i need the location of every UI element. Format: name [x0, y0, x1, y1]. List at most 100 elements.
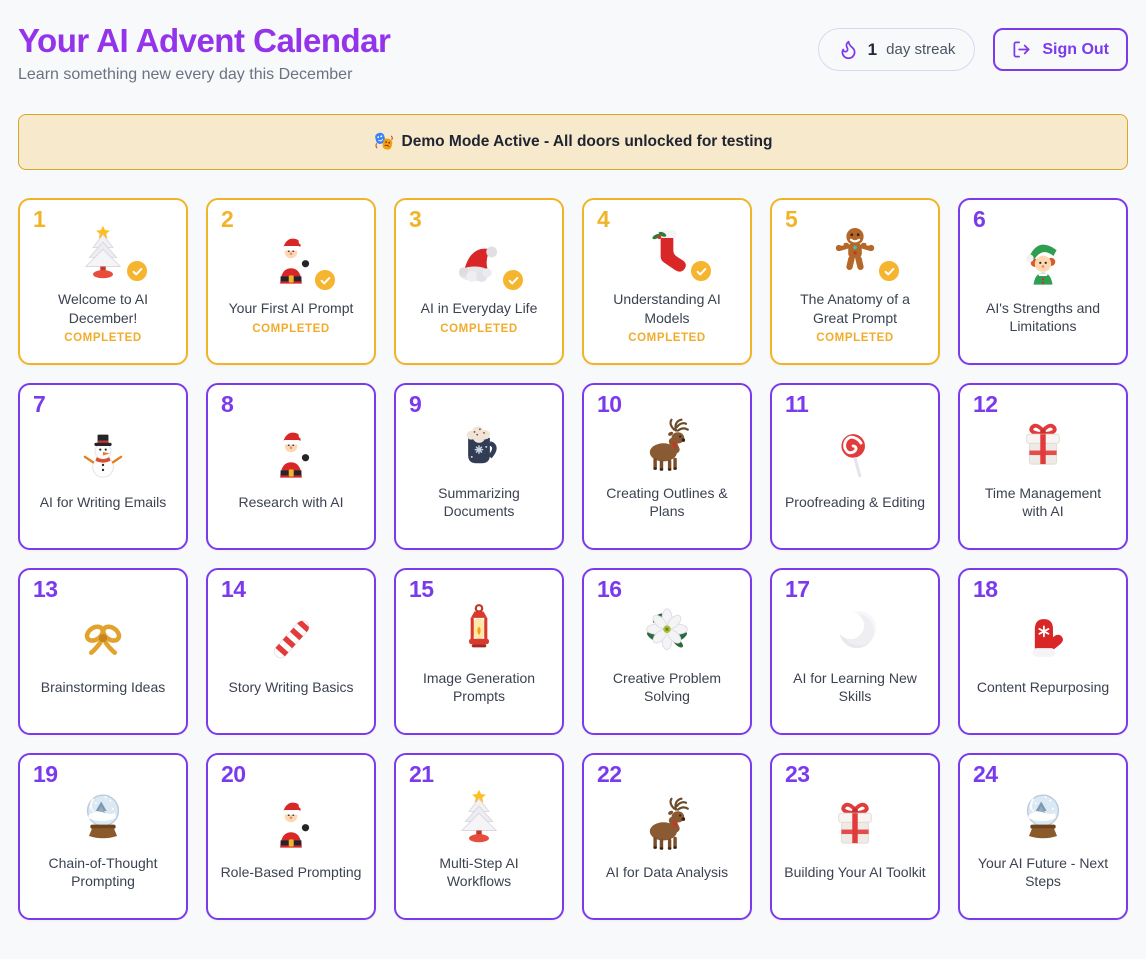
snowman-icon	[74, 426, 132, 484]
door-number: 6	[973, 206, 986, 232]
door-card-5[interactable]: 5 The Anatomy of a Great Prompt COMPLETE…	[770, 198, 940, 365]
streak-count: 1	[867, 39, 878, 59]
door-card-11[interactable]: 11 Proofreading & Editing	[770, 383, 940, 550]
door-title: Content Repurposing	[976, 678, 1110, 695]
door-title: Creating Outlines & Plans	[606, 484, 728, 519]
door-icon-wrap	[638, 417, 696, 475]
cocoa-mug-icon	[450, 417, 508, 475]
streak-label: day streak	[886, 41, 956, 58]
door-title: AI for Writing Emails	[39, 493, 167, 510]
door-card-17[interactable]: 17 AI for Learning New Skills	[770, 568, 940, 735]
door-number: 16	[597, 576, 622, 602]
door-card-12[interactable]: 12 Time Management with AI	[958, 383, 1128, 550]
door-number: 13	[33, 576, 58, 602]
door-icon-wrap	[450, 232, 526, 294]
door-card-20[interactable]: 20 Role-Based Prompting	[206, 753, 376, 920]
door-icon-wrap	[638, 602, 696, 660]
door-status: COMPLETED	[816, 331, 894, 344]
door-number: 5	[785, 206, 798, 232]
door-card-9[interactable]: 9 Summarizing Documents	[394, 383, 564, 550]
door-title: Chain-of-Thought Prompting	[48, 854, 158, 889]
door-card-16[interactable]: 16 Creative Problem Solving	[582, 568, 752, 735]
check-icon	[500, 267, 526, 294]
streak-badge[interactable]: 1 day streak	[817, 28, 976, 71]
door-title: Proofreading & Editing	[784, 493, 926, 510]
advent-grid: 1 Welcome to AI December! COMPLETED 2 Yo…	[18, 198, 1128, 920]
door-number: 19	[33, 761, 58, 787]
gingerbread-icon	[826, 223, 884, 281]
door-card-3[interactable]: 3 AI in Everyday Life COMPLETED	[394, 198, 564, 365]
door-title: Time Management with AI	[984, 484, 1102, 519]
door-card-4[interactable]: 4 Understanding AI Models COMPLETED	[582, 198, 752, 365]
elf-icon	[1014, 232, 1072, 290]
door-title: AI in Everyday Life	[420, 300, 538, 317]
door-number: 23	[785, 761, 810, 787]
door-card-18[interactable]: 18 Content Repurposing	[958, 568, 1128, 735]
door-number: 4	[597, 206, 610, 232]
door-icon-wrap	[74, 611, 132, 669]
lantern-icon	[450, 602, 508, 660]
door-card-7[interactable]: 7 AI for Writing Emails	[18, 383, 188, 550]
door-icon-wrap	[1014, 787, 1072, 845]
door-icon-wrap	[826, 602, 884, 660]
door-number: 8	[221, 391, 234, 417]
door-status: COMPLETED	[64, 331, 142, 344]
door-card-8[interactable]: 8 Research with AI	[206, 383, 376, 550]
door-number: 20	[221, 761, 246, 787]
door-number: 24	[973, 761, 998, 787]
door-number: 17	[785, 576, 810, 602]
door-icon-wrap	[826, 426, 884, 484]
check-icon	[312, 267, 338, 294]
door-card-24[interactable]: 24 Your AI Future - Next Steps	[958, 753, 1128, 920]
snow-globe-icon	[74, 787, 132, 845]
door-status: COMPLETED	[252, 322, 330, 335]
demo-mode-banner: Demo Mode Active - All doors unlocked fo…	[18, 114, 1128, 170]
door-icon-wrap	[74, 223, 150, 285]
santa-hat-icon	[450, 232, 508, 290]
stocking-icon	[638, 223, 696, 281]
door-status: COMPLETED	[440, 322, 518, 335]
door-card-6[interactable]: 6 AI's Strengths and Limitations	[958, 198, 1128, 365]
door-title: Understanding AI Models	[613, 291, 721, 326]
door-card-13[interactable]: 13 Brainstorming Ideas	[18, 568, 188, 735]
door-title: The Anatomy of a Great Prompt	[800, 291, 910, 326]
door-card-14[interactable]: 14 Story Writing Basics	[206, 568, 376, 735]
door-title: Brainstorming Ideas	[40, 678, 166, 695]
door-number: 2	[221, 206, 234, 232]
door-title: Multi-Step AI Workflows	[439, 854, 519, 889]
door-icon-wrap	[826, 796, 884, 854]
door-number: 12	[973, 391, 998, 417]
door-title: AI for Data Analysis	[605, 863, 729, 880]
door-number: 22	[597, 761, 622, 787]
door-card-19[interactable]: 19 Chain-of-Thought Prompting	[18, 753, 188, 920]
door-title: Your First AI Prompt	[228, 300, 354, 317]
check-icon	[688, 258, 714, 285]
reindeer-icon	[638, 417, 696, 475]
door-card-1[interactable]: 1 Welcome to AI December! COMPLETED	[18, 198, 188, 365]
check-icon	[876, 258, 902, 285]
door-status: COMPLETED	[628, 331, 706, 344]
door-number: 21	[409, 761, 434, 787]
door-number: 9	[409, 391, 422, 417]
gift-icon	[1014, 417, 1072, 475]
check-icon	[124, 258, 150, 285]
christmas-tree-icon	[74, 223, 132, 281]
door-card-2[interactable]: 2 Your First AI Prompt COMPLETED	[206, 198, 376, 365]
door-icon-wrap	[262, 611, 320, 669]
sign-out-button[interactable]: Sign Out	[993, 28, 1128, 71]
door-title: Building Your AI Toolkit	[784, 863, 926, 880]
gold-bow-icon	[74, 611, 132, 669]
header: Your AI Advent Calendar Learn something …	[18, 14, 1128, 84]
door-title: AI's Strengths and Limitations	[986, 299, 1100, 334]
door-number: 15	[409, 576, 434, 602]
door-number: 7	[33, 391, 46, 417]
door-card-15[interactable]: 15 Image Generation Prompts	[394, 568, 564, 735]
door-card-21[interactable]: 21 Multi-Step AI Workflows	[394, 753, 564, 920]
door-icon-wrap	[1014, 417, 1072, 475]
door-title: Story Writing Basics	[228, 678, 354, 695]
door-card-23[interactable]: 23 Building Your AI Toolkit	[770, 753, 940, 920]
flame-icon	[838, 39, 859, 60]
door-card-22[interactable]: 22 AI for Data Analysis	[582, 753, 752, 920]
christmas-tree-icon	[450, 787, 508, 845]
door-card-10[interactable]: 10 Creating Outlines & Plans	[582, 383, 752, 550]
